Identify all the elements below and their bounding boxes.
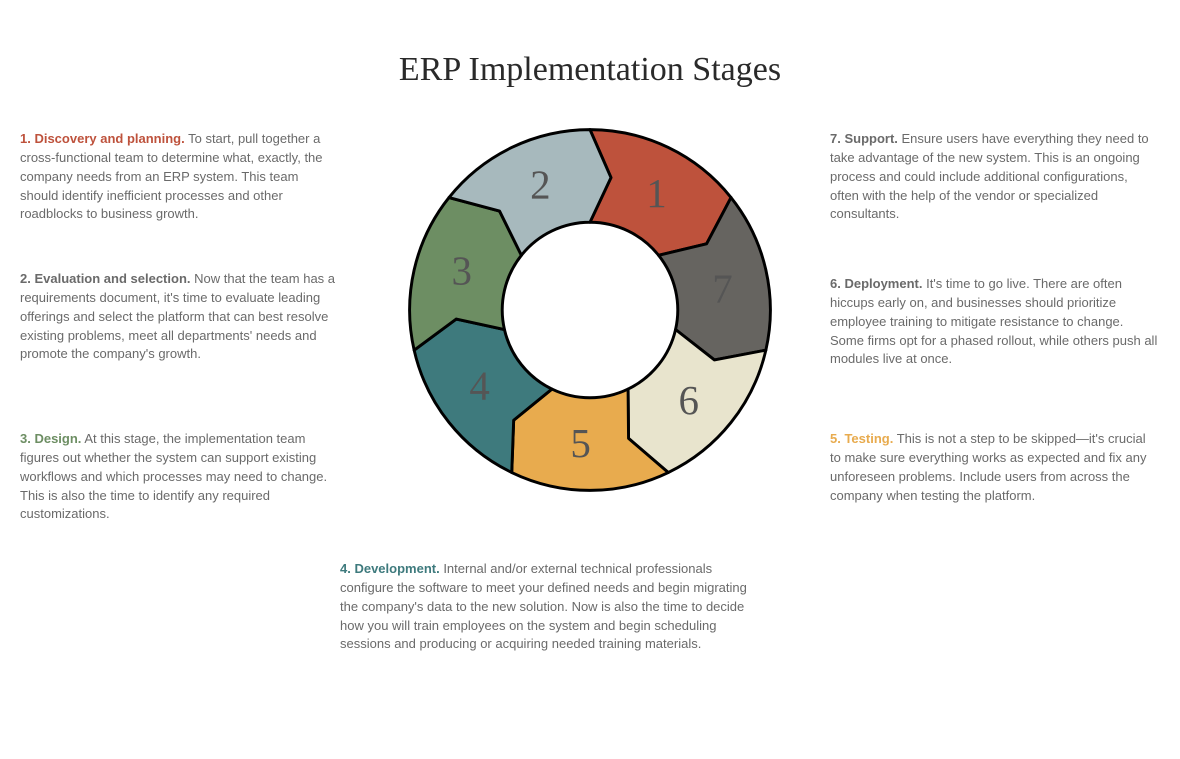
stage-s7: 7. Support. Ensure users have everything… xyxy=(830,130,1160,224)
page-title: ERP Implementation Stages xyxy=(0,51,1180,89)
stage-s6: 6. Deployment. It's time to go live. The… xyxy=(830,275,1160,369)
donut-number-3: 3 xyxy=(451,248,471,293)
stage-s3: 3. Design. At this stage, the implementa… xyxy=(20,430,340,524)
donut-number-6: 6 xyxy=(678,378,698,423)
donut-number-4: 4 xyxy=(469,363,489,408)
stage-s5: 5. Testing. This is not a step to be ski… xyxy=(830,430,1160,505)
stage-s5-head: 5. Testing. xyxy=(830,431,893,446)
stage-s4-head: 4. Development. xyxy=(340,561,440,576)
stage-s1: 1. Discovery and planning. To start, pul… xyxy=(20,130,340,224)
donut-number-5: 5 xyxy=(570,421,590,466)
stage-s6-head: 6. Deployment. xyxy=(830,276,922,291)
donut-chart: 1 7 6 5 4 3 2 xyxy=(395,115,785,505)
donut-number-7: 7 xyxy=(712,267,732,312)
stage-s2: 2. Evaluation and selection. Now that th… xyxy=(20,270,340,364)
stage-s3-head: 3. Design. xyxy=(20,431,81,446)
stage-s4: 4. Development. Internal and/or external… xyxy=(340,560,760,654)
donut-number-1: 1 xyxy=(646,171,666,216)
donut-number-2: 2 xyxy=(530,163,550,208)
stage-s1-head: 1. Discovery and planning. xyxy=(20,131,185,146)
stage-s7-head: 7. Support. xyxy=(830,131,898,146)
stage-s2-head: 2. Evaluation and selection. xyxy=(20,271,191,286)
